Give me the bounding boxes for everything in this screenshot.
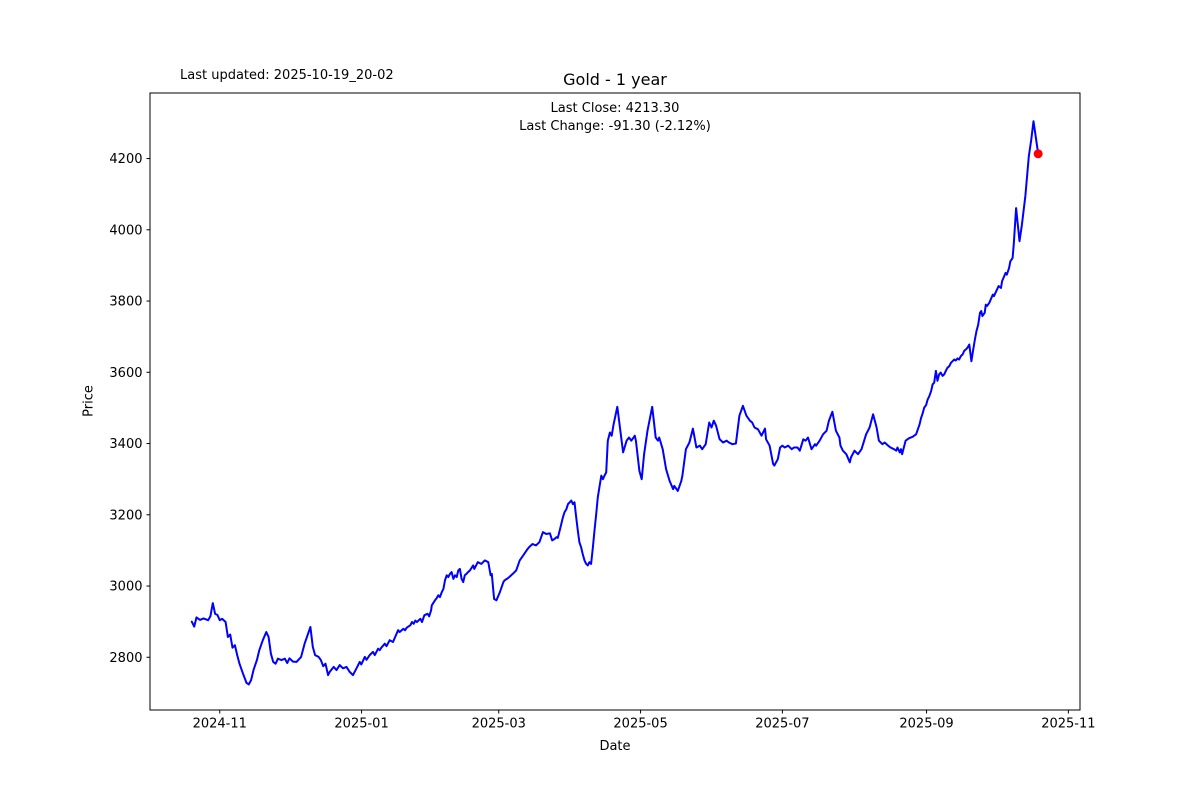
x-axis-label: Date [599, 739, 631, 754]
y-axis-tick-label: 4000 [109, 223, 142, 238]
y-axis-label: Price [81, 385, 97, 417]
y-axis-tick-label: 3000 [109, 580, 142, 595]
y-axis-tick-label: 2800 [109, 651, 142, 666]
y-axis-tick-label: 3400 [109, 437, 142, 452]
y-axis-tick-label: 3600 [109, 366, 142, 381]
chart-title: Gold - 1 year [563, 70, 667, 89]
annotation-last-close: Last Close: 4213.30 [550, 101, 680, 116]
x-axis-tick-label: 2024-11 [193, 717, 247, 732]
last-updated-text: Last updated: 2025-10-19_20-02 [180, 68, 394, 83]
x-axis-tick-label: 2025-11 [1041, 717, 1095, 732]
x-axis-tick-label: 2025-07 [755, 717, 809, 732]
y-axis-tick-label: 3800 [109, 295, 142, 310]
plot-border [149, 92, 1081, 711]
last-close-marker [1033, 149, 1043, 159]
x-axis-tick-label: 2025-09 [899, 717, 953, 732]
x-axis-tick-label: 2025-05 [613, 717, 667, 732]
x-axis-tick-label: 2025-03 [472, 717, 526, 732]
x-axis-tick-label: 2025-01 [334, 717, 388, 732]
y-axis-tick-label: 3200 [109, 508, 142, 523]
price-line [190, 120, 1040, 686]
annotation-last-change: Last Change: -91.30 (-2.12%) [519, 119, 711, 134]
y-axis-tick-label: 4200 [109, 152, 142, 167]
